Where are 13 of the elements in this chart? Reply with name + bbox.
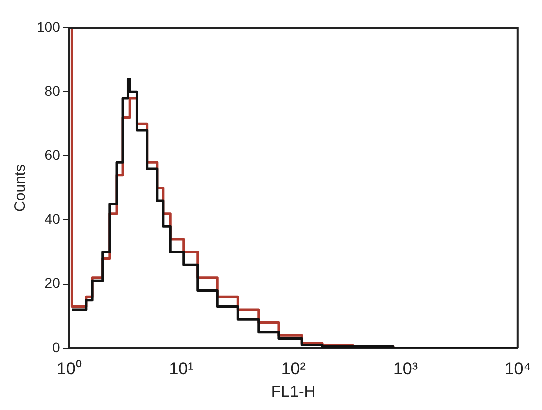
y-tick-label: 80: [44, 82, 61, 99]
x-axis-title: FL1-H: [271, 384, 316, 401]
y-tick-label: 20: [44, 275, 61, 292]
y-tick-label: 60: [44, 147, 61, 164]
x-tick-label: 10¹: [169, 359, 194, 378]
y-tick-label: 40: [44, 211, 61, 228]
x-tick-label: 10⁰: [56, 359, 82, 378]
y-tick-label: 100: [37, 18, 61, 35]
y-axis-title: Counts: [12, 164, 30, 212]
y-tick-label: 0: [52, 339, 61, 356]
x-tick-label: 10⁴: [504, 359, 531, 378]
x-tick-label: 10³: [393, 359, 418, 378]
x-tick-label: 10²: [281, 359, 306, 378]
